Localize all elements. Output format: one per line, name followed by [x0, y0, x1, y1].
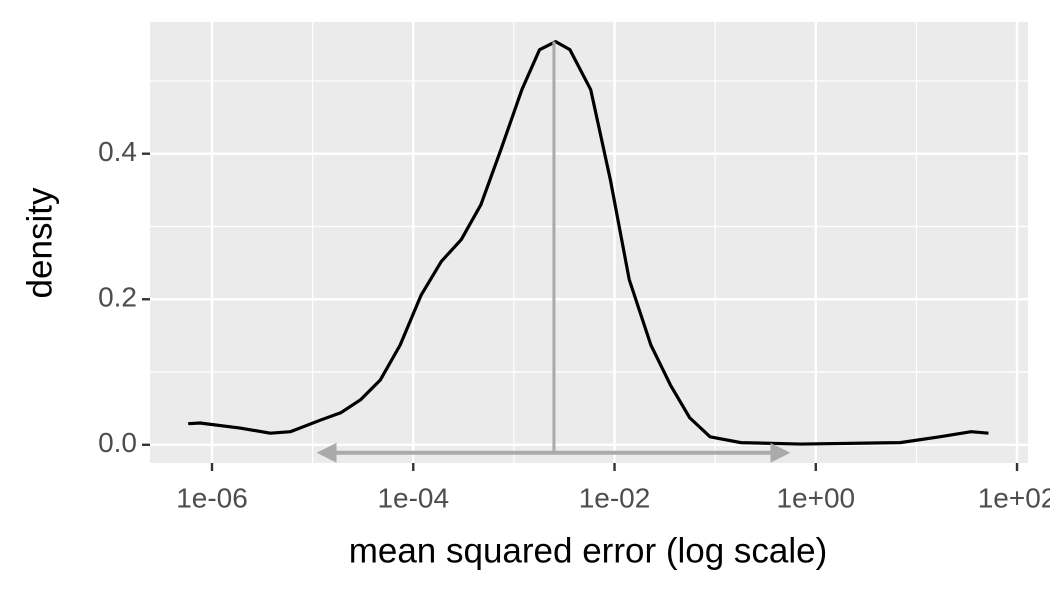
x-tick-label: 1e+00 — [776, 482, 855, 513]
x-tick-label: 1e-06 — [176, 482, 248, 513]
panel — [150, 22, 1028, 463]
x-tick-label: 1e-04 — [377, 482, 449, 513]
density-curve — [188, 40, 989, 446]
x-tick-label: 1e+02 — [978, 482, 1050, 513]
y-tick-label: 0.2 — [98, 282, 137, 313]
y-tick-label: 0.4 — [98, 136, 137, 167]
x-tick-label: 1e-02 — [579, 482, 651, 513]
y-axis-title: density — [20, 187, 59, 298]
x-axis-title: mean squared error (log scale) — [349, 531, 828, 570]
y-tick-label: 0.0 — [98, 427, 137, 458]
